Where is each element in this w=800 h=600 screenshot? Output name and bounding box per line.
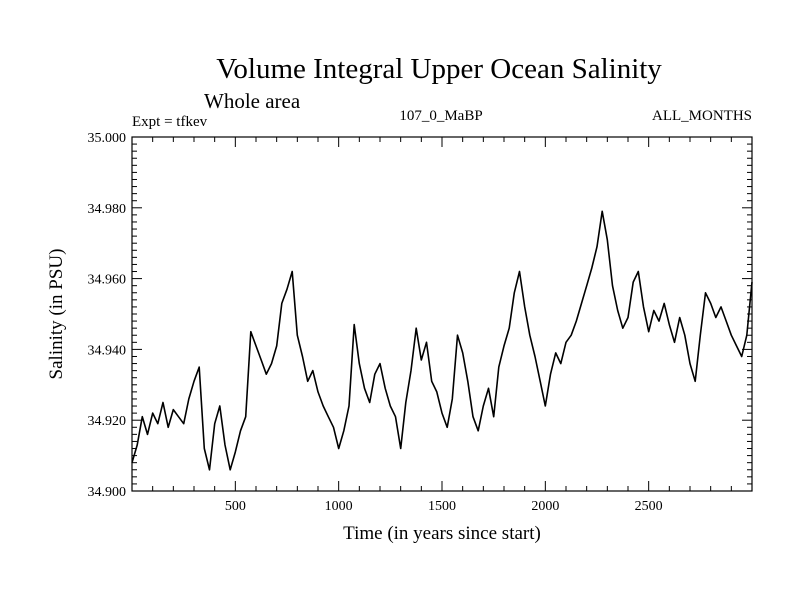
y-tick-label: 34.920 [88,414,127,429]
x-tick-label: 1000 [325,499,353,514]
plot-frame [131,136,753,492]
run-id-label: 107_0_MaBP [399,108,482,124]
x-axis-label: Time (in years since start) [343,523,541,544]
x-tick-label: 2000 [531,499,559,514]
y-axis-label: Salinity (in PSU) [46,249,67,380]
y-tick-labels: 34.900 34.920 34.940 34.960 34.980 35.000 [88,131,127,500]
chart-title: Volume Integral Upper Ocean Salinity [216,53,662,85]
x-tick-label: 1500 [428,499,456,514]
y-tick-label: 34.960 [88,273,127,288]
salinity-series-line [131,210,753,471]
x-tick-labels: 500 1000 1500 2000 2500 [225,499,663,514]
x-tick-label: 2500 [635,499,663,514]
months-label: ALL_MONTHS [652,108,752,124]
chart-subtitle: Whole area [204,89,301,113]
axis-ticks [132,137,752,491]
experiment-label: Expt = tfkev [132,114,208,130]
y-tick-label: 35.000 [88,131,127,146]
x-tick-label: 500 [225,499,246,514]
y-tick-label: 34.980 [88,202,127,217]
series-layer [131,210,753,471]
y-tick-label: 34.900 [88,485,127,500]
y-tick-label: 34.940 [88,343,127,358]
